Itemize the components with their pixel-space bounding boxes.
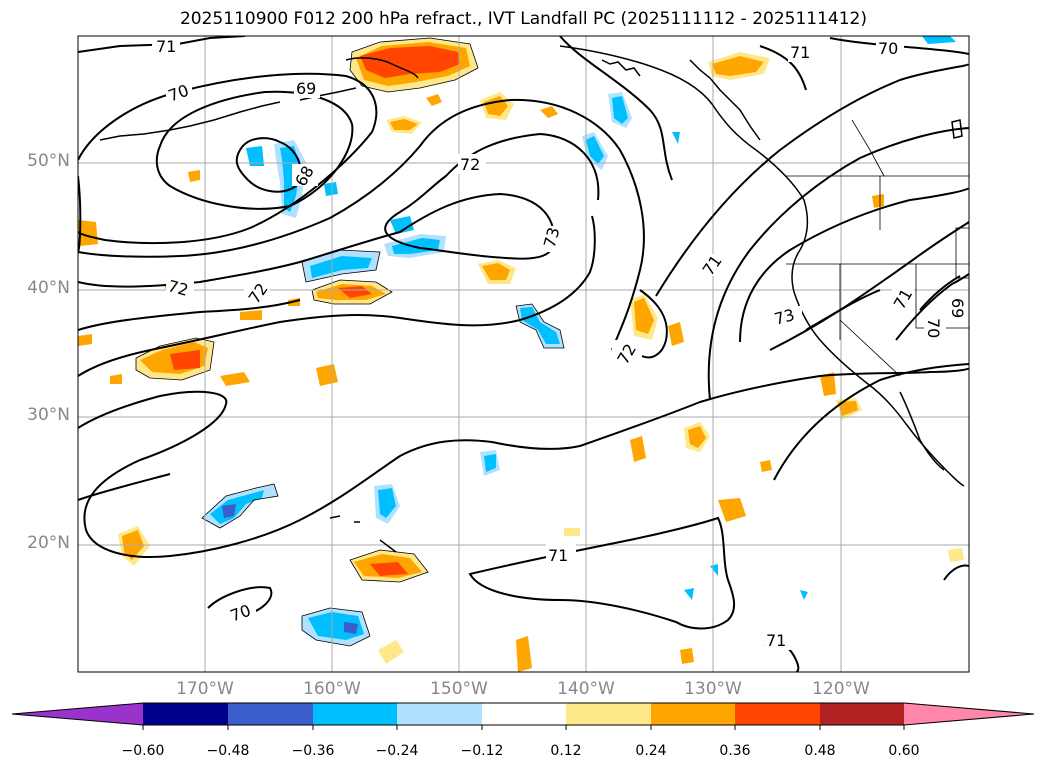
colorbar-tick-label: 0.36 xyxy=(719,743,751,759)
colorbar xyxy=(11,702,1035,730)
colorbar-segment xyxy=(735,703,820,725)
positive-anomaly-patches xyxy=(78,38,964,672)
colorbar-tick-label: −0.24 xyxy=(375,743,419,759)
colorbar-tick-label: 0.48 xyxy=(804,743,836,759)
colorbar-tick-label: 0.12 xyxy=(550,743,582,759)
contour-label: 73 xyxy=(540,225,564,250)
lon-label: 160°W xyxy=(303,679,361,699)
contour-label: 69 xyxy=(948,298,967,318)
lat-label: 30°N xyxy=(27,405,70,425)
colorbar-tick-label: −0.12 xyxy=(460,743,504,759)
colorbar-segment xyxy=(143,703,228,725)
lon-label: 150°W xyxy=(430,679,488,699)
contour-label: 71 xyxy=(548,546,568,565)
contour-label: 72 xyxy=(166,276,191,300)
state-borders xyxy=(786,119,969,377)
coastline xyxy=(99,45,965,553)
colorbar-tick-label: −0.60 xyxy=(121,743,165,759)
contour-label: 72 xyxy=(460,155,480,174)
lon-label: 120°W xyxy=(812,679,870,699)
lon-label: 130°W xyxy=(684,679,742,699)
graticule xyxy=(78,36,969,672)
contour-label: 70 xyxy=(924,318,943,338)
contour-label: 71 xyxy=(790,43,810,62)
colorbar-segment xyxy=(313,703,397,725)
contour-label: 69 xyxy=(296,79,316,98)
colorbar-tick-label: 0.24 xyxy=(635,743,667,759)
colorbar-tick-label: −0.36 xyxy=(291,743,335,759)
contour-label: 70 xyxy=(878,39,898,58)
colorbar-segment xyxy=(651,703,735,725)
contour-labels: 71 70 69 68 72 73 72 71 72 73 71 70 69 7… xyxy=(152,36,969,650)
colorbar-segment xyxy=(482,703,566,725)
colorbar-segment xyxy=(820,703,904,725)
lat-label: 40°N xyxy=(27,278,70,298)
lon-label: 140°W xyxy=(557,679,615,699)
contour-label: 71 xyxy=(766,631,786,650)
colorbar-tick-label: −0.48 xyxy=(206,743,250,759)
lat-label: 50°N xyxy=(27,151,70,171)
contour-label: 71 xyxy=(156,37,176,56)
map-title: 2025110900 F012 200 hPa refract., IVT La… xyxy=(179,9,867,29)
lon-label: 170°W xyxy=(176,679,234,699)
contour-label: 73 xyxy=(772,305,797,329)
negative-anomaly-patches xyxy=(202,36,956,646)
colorbar-segment xyxy=(566,703,651,725)
lat-label: 20°N xyxy=(27,533,70,553)
colorbar-segment xyxy=(228,703,313,725)
colorbar-segment xyxy=(397,703,482,725)
colorbar-segment xyxy=(12,703,143,725)
map-frame xyxy=(77,35,970,673)
colorbar-tick-label: 0.60 xyxy=(888,743,920,759)
colorbar-segment xyxy=(904,703,1034,725)
